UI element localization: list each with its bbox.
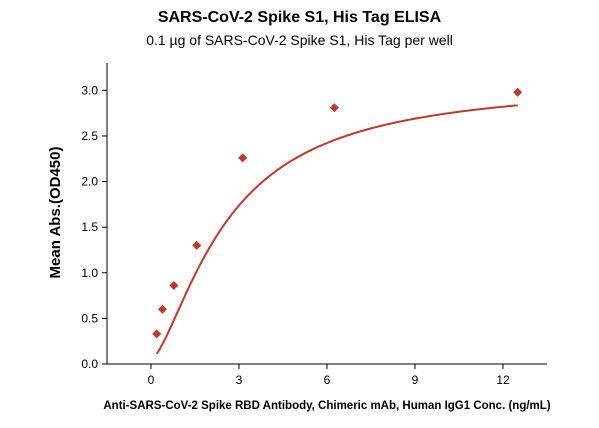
data-point xyxy=(152,329,162,339)
y-tick-label: 1.0 xyxy=(81,266,98,280)
chart-subtitle: 0.1 µg of SARS-CoV-2 Spike S1, His Tag p… xyxy=(146,32,453,48)
data-point xyxy=(238,153,248,163)
data-point xyxy=(329,103,339,113)
y-tick-label: 0.0 xyxy=(81,357,98,371)
y-axis-title: Mean Abs.(OD450) xyxy=(47,147,64,279)
x-tick-label: 6 xyxy=(324,373,331,387)
chart-title: SARS-CoV-2 Spike S1, His Tag ELISA xyxy=(157,9,442,26)
data-point xyxy=(192,240,202,250)
fit-curve xyxy=(155,104,518,355)
x-axis-title: Anti-SARS-CoV-2 Spike RBD Antibody, Chim… xyxy=(103,400,550,412)
y-tick-label: 0.5 xyxy=(81,311,98,325)
x-tick-label: 0 xyxy=(148,373,155,387)
y-ticks: 0.0 0.5 1.0 1.5 2.0 2.5 3.0 xyxy=(81,83,107,371)
y-tick-label: 2.0 xyxy=(81,175,98,189)
y-tick-label: 1.5 xyxy=(81,220,98,234)
y-tick-label: 3.0 xyxy=(81,83,98,97)
data-point xyxy=(157,304,167,314)
data-point xyxy=(513,87,523,97)
data-point xyxy=(169,281,179,291)
x-ticks: 0 3 6 9 12 xyxy=(148,364,510,387)
axes: 0.0 0.5 1.0 1.5 2.0 2.5 3.0 0 3 6 9 12 xyxy=(81,63,547,387)
x-tick-label: 9 xyxy=(412,373,419,387)
x-tick-label: 3 xyxy=(236,373,243,387)
x-tick-label: 12 xyxy=(496,373,510,387)
data-points xyxy=(152,87,523,339)
y-tick-label: 2.5 xyxy=(81,129,98,143)
